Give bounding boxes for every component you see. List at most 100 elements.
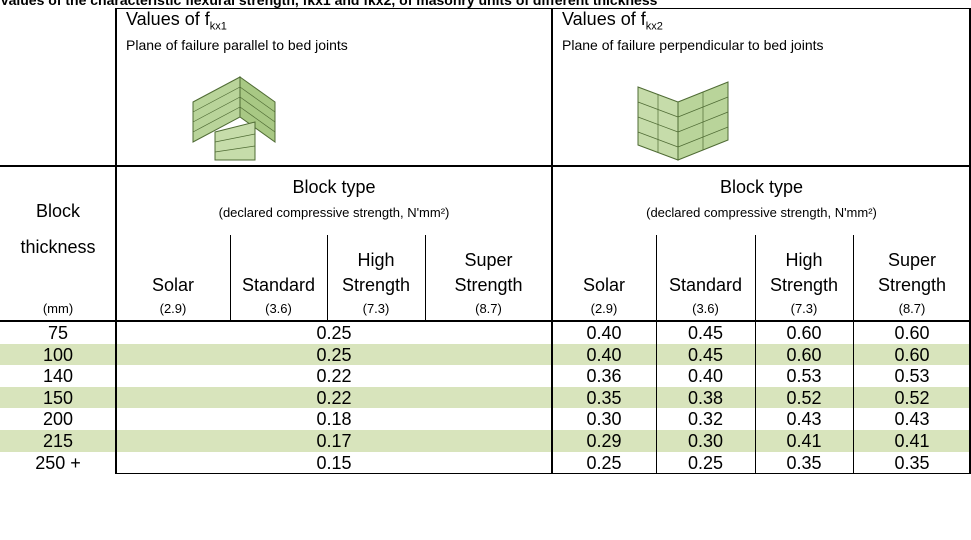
rule [115, 473, 971, 475]
thickness-cell: 150 [42, 387, 74, 408]
parallel-value: 0.18 [316, 409, 352, 430]
rule [656, 235, 657, 321]
rule [755, 235, 756, 321]
parallel-value: 0.22 [316, 387, 352, 408]
rule [425, 235, 426, 321]
column-strength: (8.7) [898, 301, 926, 316]
heading-subscript: kx1 [209, 20, 227, 33]
column-name: Super [887, 250, 937, 270]
rule [115, 8, 971, 9]
thickness-cell: 215 [42, 431, 74, 451]
column-name: Solar [151, 275, 195, 295]
row-band [0, 430, 971, 452]
heading-text: Values of f [126, 9, 210, 29]
perpendicular-value: 0.35 [894, 452, 930, 473]
strength-note: (declared compressive strength, N'mm²) [218, 205, 450, 220]
perpendicular-value: 0.43 [894, 409, 930, 430]
perpendicular-value: 0.35 [586, 387, 622, 408]
parallel-value: 0.17 [316, 431, 352, 451]
rule [327, 235, 328, 321]
column-strength: (8.7) [475, 301, 502, 316]
rule [0, 320, 971, 322]
perpendicular-value: 0.52 [786, 387, 822, 408]
block-type: Block type [719, 177, 804, 197]
perpendicular-value: 0.35 [786, 452, 822, 473]
rule [969, 8, 971, 474]
wall-perpendicular-icon [637, 81, 729, 161]
thickness-cell: 75 [47, 323, 69, 343]
column-strength: (3.6) [692, 301, 719, 316]
thickness-cell: 140 [42, 366, 74, 387]
group-caption: Plane of failure perpendicular to bed jo… [562, 37, 824, 53]
thickness-cell: 100 [42, 344, 74, 365]
perpendicular-value: 0.30 [586, 409, 622, 430]
rule [0, 165, 971, 167]
parallel-value: 0.25 [316, 344, 352, 365]
perpendicular-value: 0.25 [586, 452, 622, 473]
perpendicular-value: 0.53 [786, 366, 822, 387]
row-band [0, 386, 971, 409]
wall-parallel-icon [192, 76, 276, 161]
rule [755, 322, 756, 474]
perpendicular-value: 0.29 [586, 431, 622, 451]
row-header-unit: (mm) [42, 301, 74, 316]
parallel-value: 0.22 [316, 366, 352, 387]
thickness-cell: 250 + [35, 452, 81, 473]
perpendicular-value: 0.43 [786, 409, 822, 430]
heading-text: Values of f [562, 9, 646, 29]
perpendicular-value: 0.40 [586, 344, 622, 365]
strength-note: (declared compressive strength, N'mm²) [646, 205, 877, 220]
group-heading: Values of fkx1 [126, 10, 227, 33]
rule [656, 322, 657, 474]
column-name: Strength [769, 275, 839, 295]
perpendicular-value: 0.41 [786, 431, 822, 451]
row-band [0, 343, 971, 366]
column-name: Strength [877, 275, 947, 295]
rule [853, 235, 854, 321]
perpendicular-value: 0.40 [687, 366, 724, 387]
perpendicular-value: 0.45 [687, 344, 724, 365]
perpendicular-value: 0.60 [786, 344, 822, 365]
rule [115, 8, 117, 474]
column-strength: (7.3) [790, 301, 818, 316]
column-strength: (3.6) [265, 301, 292, 316]
column-name: Solar [582, 275, 626, 295]
row-header: Block [35, 201, 80, 221]
perpendicular-value: 0.30 [687, 431, 724, 451]
page-title: Values of the characteristic flexural st… [0, 0, 658, 8]
column-name: High [357, 250, 395, 270]
perpendicular-value: 0.41 [894, 431, 930, 451]
rule [230, 235, 231, 321]
perpendicular-value: 0.32 [687, 409, 724, 430]
column-strength: (7.3) [362, 301, 390, 316]
row-header: thickness [20, 237, 96, 257]
perpendicular-value: 0.25 [687, 452, 724, 473]
perpendicular-value: 0.60 [894, 344, 930, 365]
heading-subscript: kx2 [645, 20, 663, 33]
perpendicular-value: 0.60 [786, 323, 822, 343]
rule [551, 8, 553, 474]
group-caption: Plane of failure parallel to bed joints [126, 37, 348, 53]
perpendicular-value: 0.45 [687, 323, 724, 343]
parallel-value: 0.15 [316, 452, 352, 473]
column-strength: (2.9) [590, 301, 618, 316]
column-name: Standard [668, 275, 743, 295]
perpendicular-value: 0.38 [687, 387, 724, 408]
column-name: Super [464, 250, 513, 270]
column-name: High [785, 250, 823, 270]
block-type: Block type [292, 177, 376, 197]
perpendicular-value: 0.36 [586, 366, 622, 387]
perpendicular-value: 0.53 [894, 366, 930, 387]
perpendicular-value: 0.52 [894, 387, 930, 408]
perpendicular-value: 0.60 [894, 323, 930, 343]
parallel-value: 0.25 [316, 323, 352, 343]
rule [853, 322, 854, 474]
thickness-cell: 200 [42, 409, 74, 430]
column-name: Standard [241, 275, 316, 295]
column-name: Strength [341, 275, 411, 295]
group-heading: Values of fkx2 [562, 10, 663, 33]
column-name: Strength [454, 275, 523, 295]
column-strength: (2.9) [159, 301, 187, 316]
perpendicular-value: 0.40 [586, 323, 622, 343]
